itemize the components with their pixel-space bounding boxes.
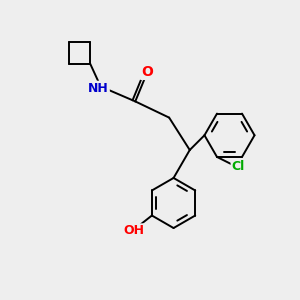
Text: NH: NH [88,82,109,95]
Text: O: O [141,65,153,79]
Text: Cl: Cl [232,160,245,173]
Text: OH: OH [124,224,145,237]
